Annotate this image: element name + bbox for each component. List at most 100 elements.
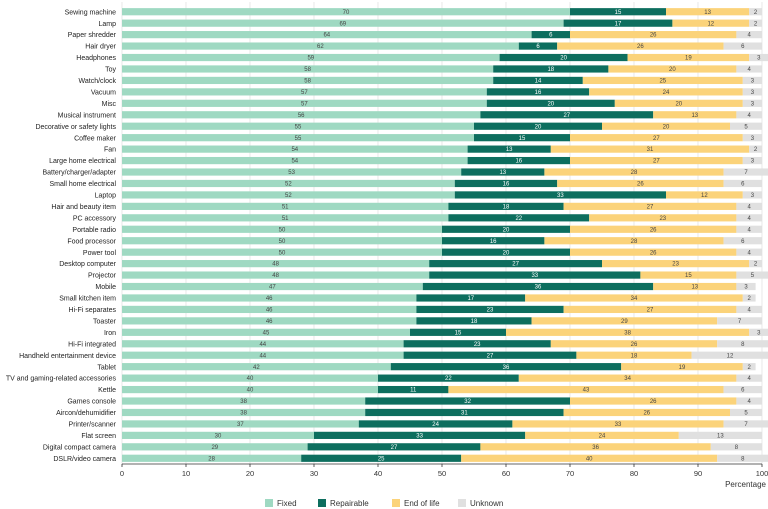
bar-end_of_life — [557, 42, 724, 50]
category-label: Coffee maker — [74, 135, 117, 142]
legend-label-fixed: Fixed — [277, 499, 297, 508]
data-label: 3 — [757, 330, 761, 336]
data-label: 12 — [727, 353, 734, 359]
data-label: 19 — [685, 56, 692, 62]
bar-fixed — [122, 363, 391, 371]
legend-label-repairable: Repairable — [330, 499, 369, 508]
category-label: Projector — [88, 273, 117, 280]
data-label: 3 — [757, 56, 761, 62]
data-label: 26 — [650, 227, 657, 233]
bar-repairable — [480, 111, 654, 119]
data-label: 15 — [455, 330, 462, 336]
category-label: Hair and beauty item — [51, 204, 116, 211]
bar-repairable — [442, 237, 545, 245]
data-label: 36 — [592, 445, 599, 451]
bar-end_of_life — [614, 99, 743, 107]
bar-fixed — [122, 111, 481, 119]
data-label: 44 — [259, 342, 266, 348]
data-label: 2 — [754, 10, 758, 16]
data-label: 13 — [691, 285, 698, 291]
data-label: 2 — [754, 262, 758, 268]
bar-end_of_life — [525, 294, 743, 302]
category-label: Games console — [67, 399, 116, 406]
bar-repairable — [429, 271, 641, 279]
bar-end_of_life — [640, 271, 737, 279]
category-label: Toy — [105, 67, 116, 74]
bar-unknown — [736, 248, 762, 256]
legend-swatch-unknown — [458, 499, 466, 507]
data-label: 46 — [266, 319, 273, 325]
bars: 70 15 13 269 17 12 264 6 26 462 6 26 659 20 19 358 18 20 4… — [122, 8, 768, 462]
data-label: 27 — [647, 204, 654, 210]
bar-end_of_life — [672, 19, 750, 27]
bar-repairable — [403, 340, 551, 348]
data-label: 3 — [751, 90, 755, 96]
bar-fixed — [122, 191, 455, 199]
bar-repairable — [448, 202, 564, 210]
bar-repairable — [365, 408, 564, 417]
data-label: 13 — [704, 10, 711, 16]
data-label: 16 — [535, 90, 542, 96]
data-label: 20 — [560, 56, 567, 62]
category-label: Toaster — [93, 318, 117, 325]
data-label: 6 — [741, 44, 745, 50]
bar-fixed — [122, 408, 366, 417]
data-label: 6 — [549, 33, 553, 39]
category-label: Headphones — [76, 55, 116, 62]
data-label: 4 — [748, 227, 752, 233]
category-label: DSLR/video camera — [53, 456, 116, 463]
data-label: 17 — [467, 296, 474, 302]
bar-fixed — [122, 225, 442, 233]
data-label: 4 — [748, 308, 752, 314]
bar-fixed — [122, 305, 417, 314]
bar-unknown — [736, 305, 762, 314]
data-label: 25 — [378, 456, 385, 462]
data-label: 20 — [547, 101, 554, 107]
bar-repairable — [454, 191, 666, 199]
bar-end_of_life — [570, 31, 737, 39]
bar-end_of_life — [518, 374, 737, 382]
category-label: Paper shredder — [68, 32, 117, 39]
data-label: 38 — [240, 399, 247, 405]
x-tick-label: 50 — [438, 469, 446, 478]
data-label: 51 — [282, 204, 289, 210]
data-label: 20 — [503, 227, 510, 233]
data-label: 20 — [675, 101, 682, 107]
data-label: 14 — [535, 79, 542, 85]
x-tick-label: 20 — [246, 469, 254, 478]
bar-unknown — [736, 202, 762, 210]
data-label: 30 — [215, 433, 222, 439]
bar-repairable — [474, 134, 570, 142]
category-label: Sewing machine — [65, 9, 116, 16]
data-label: 2 — [754, 21, 758, 27]
bar-fixed — [122, 294, 417, 302]
data-label: 2 — [748, 296, 752, 302]
bar-fixed — [122, 19, 564, 27]
bar-end_of_life — [589, 214, 737, 222]
bar-unknown — [730, 122, 762, 130]
data-label: 26 — [650, 250, 657, 256]
data-label: 11 — [410, 388, 417, 394]
bar-repairable — [499, 53, 628, 62]
data-label: 58 — [304, 79, 311, 85]
bar-end_of_life — [666, 191, 743, 199]
data-label: 26 — [650, 33, 657, 39]
data-label: 59 — [307, 56, 314, 62]
data-label: 33 — [557, 193, 564, 199]
category-label: Laptop — [95, 193, 117, 200]
category-label: Decorative or safety lights — [35, 124, 116, 131]
bar-repairable — [378, 374, 519, 382]
data-label: 40 — [247, 376, 254, 382]
data-label: 27 — [391, 445, 398, 451]
data-label: 29 — [621, 319, 628, 325]
bar-end_of_life — [480, 443, 711, 451]
category-label: Aircon/dehumidifier — [56, 410, 117, 417]
bar-unknown — [710, 443, 762, 451]
category-label: Hi-Fi integrated — [68, 341, 116, 348]
data-label: 24 — [432, 422, 439, 428]
data-label: 70 — [343, 10, 350, 16]
data-label: 31 — [461, 411, 468, 417]
data-label: 26 — [650, 399, 657, 405]
bar-fixed — [122, 88, 487, 96]
bar-fixed — [122, 443, 308, 451]
